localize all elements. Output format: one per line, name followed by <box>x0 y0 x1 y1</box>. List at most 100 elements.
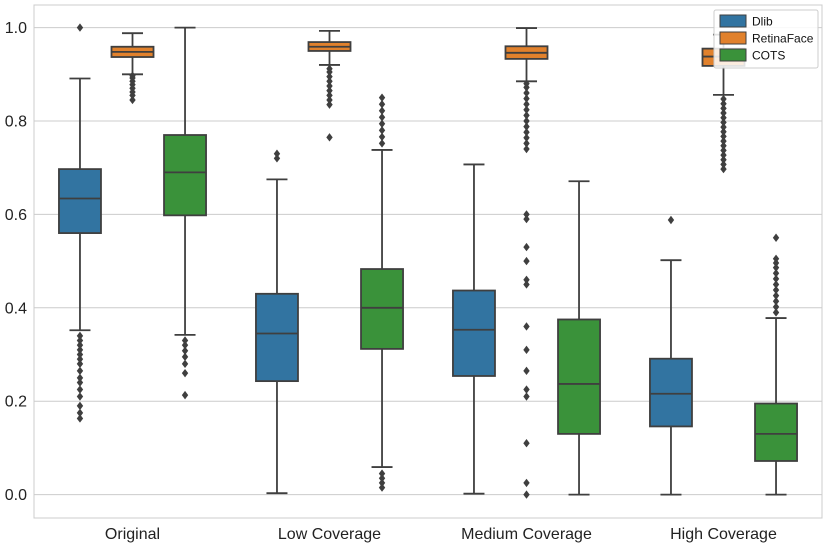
outlier-point <box>76 408 84 418</box>
outlier-point <box>667 215 675 225</box>
outlier-point <box>378 474 386 483</box>
box-cots-low-coverage <box>360 93 404 492</box>
outlier-point <box>523 139 530 148</box>
outlier-point <box>523 79 530 88</box>
outlier-point <box>326 91 333 100</box>
outlier-point <box>129 71 136 80</box>
outlier-point <box>76 392 84 401</box>
outlier-point <box>772 297 780 306</box>
y-tick-label: 0.0 <box>5 487 27 504</box>
gridlines <box>34 27 822 496</box>
outlier-point <box>720 122 727 132</box>
legend-label-dlib: Dlib <box>752 15 773 29</box>
outlier-point <box>523 122 530 131</box>
outlier-point <box>523 94 530 103</box>
box-iqr <box>163 134 207 217</box>
outlier-point <box>76 359 84 369</box>
outlier-point <box>326 72 333 81</box>
outlier-point <box>326 100 333 109</box>
outlier-point <box>720 118 727 127</box>
outlier-point <box>326 95 333 105</box>
outlier-point <box>181 359 189 369</box>
outlier-point <box>326 77 333 86</box>
outlier-point <box>720 94 727 104</box>
x-tick-label: High Coverage <box>670 526 777 543</box>
outlier-point <box>378 99 386 109</box>
box-dlib-high-coverage <box>649 215 693 496</box>
outlier-point <box>720 127 727 136</box>
outlier-point <box>326 81 333 91</box>
outlier-point <box>273 149 281 158</box>
box-cots-high-coverage <box>754 233 798 496</box>
outlier-point <box>523 490 530 499</box>
outlier-point <box>772 308 780 317</box>
outlier-point <box>772 291 780 300</box>
outlier-point <box>523 392 530 401</box>
outlier-point <box>523 256 530 266</box>
outlier-point <box>772 274 780 284</box>
outlier-point <box>76 354 84 364</box>
outlier-point <box>76 401 84 411</box>
outlier-point <box>720 136 727 146</box>
outlier-point <box>378 93 386 102</box>
outlier-point <box>378 132 386 142</box>
outlier-point <box>378 478 386 488</box>
legend-label-cots: COTS <box>752 49 785 63</box>
outlier-point <box>523 210 530 219</box>
outlier-point <box>181 390 189 400</box>
outlier-point <box>76 23 84 32</box>
outlier-point <box>772 285 780 295</box>
outlier-point <box>720 104 727 113</box>
outlier-point <box>378 139 386 148</box>
outlier-point <box>523 366 530 376</box>
outlier-point <box>378 119 386 129</box>
outlier-point <box>772 302 780 312</box>
outlier-point <box>772 269 780 278</box>
outlier-point <box>378 483 386 492</box>
outlier-point <box>129 95 136 105</box>
outlier-point <box>181 340 189 350</box>
outlier-point <box>720 160 727 169</box>
outlier-point <box>76 345 84 355</box>
outlier-point <box>326 133 333 142</box>
outlier-point <box>76 414 84 423</box>
plot-frame <box>33 4 823 519</box>
box-iqr <box>452 289 496 377</box>
outlier-point <box>720 164 727 174</box>
legend: Dlib RetinaFace COTS <box>713 9 819 69</box>
outlier-point <box>772 263 780 272</box>
outlier-point <box>720 141 727 150</box>
outlier-point <box>720 113 727 122</box>
outlier-point <box>378 469 386 478</box>
outlier-point <box>523 128 530 137</box>
outlier-point <box>720 155 727 164</box>
box-retinaface-original <box>110 32 155 105</box>
y-tick-label: 0.8 <box>5 114 27 131</box>
y-tick-label: 0.4 <box>5 300 27 317</box>
outlier-point <box>76 350 84 359</box>
outlier-point <box>76 336 84 345</box>
outlier-point <box>76 340 84 350</box>
outlier-point <box>523 345 530 355</box>
outlier-point <box>720 99 727 108</box>
box-iqr <box>360 268 404 350</box>
outlier-point <box>772 280 780 289</box>
outlier-point <box>76 331 84 341</box>
outlier-point <box>326 64 333 73</box>
outlier-point <box>76 378 84 387</box>
box-dlib-medium-coverage <box>452 163 496 495</box>
x-axis-tick-labels: Original Low Coverage Medium Coverage High … <box>105 526 777 543</box>
outlier-point <box>523 111 530 120</box>
outlier-point <box>181 346 189 355</box>
legend-swatch-cots <box>719 48 747 62</box>
x-tick-label: Low Coverage <box>278 526 381 543</box>
outlier-point <box>523 144 530 154</box>
outlier-point <box>378 126 386 135</box>
outlier-point <box>523 322 530 331</box>
outlier-point <box>378 106 386 115</box>
outlier-point <box>523 133 530 143</box>
y-tick-label: 0.6 <box>5 207 27 224</box>
legend-label-retinaface: RetinaFace <box>752 32 814 46</box>
legend-swatch-dlib <box>719 14 747 28</box>
outlier-point <box>772 254 780 263</box>
